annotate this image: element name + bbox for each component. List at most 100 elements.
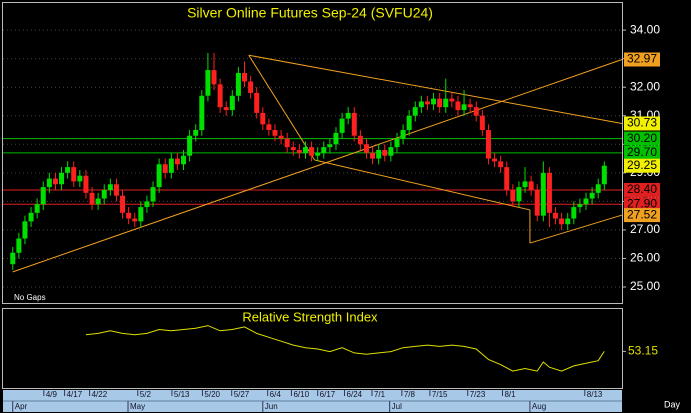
candle-body xyxy=(601,165,607,185)
month-label: Apr xyxy=(15,402,28,411)
x-tick-label: 7/8 xyxy=(404,390,416,399)
candle-body xyxy=(162,164,168,173)
level-label-box xyxy=(624,182,660,197)
y-tick-label: 34.00 xyxy=(630,22,660,36)
candle-body xyxy=(34,204,40,213)
level-label: 30.20 xyxy=(627,131,657,145)
candle-body xyxy=(522,181,528,188)
candle-body xyxy=(272,130,278,136)
x-tick-label: 7/23 xyxy=(470,390,486,399)
x-tick-label: 5/20 xyxy=(204,390,220,399)
candle-body xyxy=(89,192,95,205)
x-tick-label: 4/17 xyxy=(67,390,83,399)
candle-body xyxy=(400,130,406,139)
candle-body xyxy=(40,187,46,205)
candle-body xyxy=(83,175,89,193)
annotation: No Gaps xyxy=(14,293,46,302)
x-tick-label: 4/9 xyxy=(46,390,58,399)
candle-body xyxy=(534,189,540,216)
candle-body xyxy=(546,172,552,213)
candle-body xyxy=(406,115,412,131)
y-tick-label: 26.00 xyxy=(630,251,660,265)
candle-body xyxy=(242,72,248,82)
candle-body xyxy=(217,84,223,108)
candle-body xyxy=(52,178,58,185)
candle-body xyxy=(120,195,126,213)
candle-body xyxy=(229,95,235,111)
trendline-label: 32.97 xyxy=(627,52,657,66)
x-tick-label: 6/4 xyxy=(270,390,282,399)
candle-body xyxy=(16,238,22,253)
candle-body xyxy=(370,152,376,159)
level-label: 27.90 xyxy=(627,196,657,210)
candle-body xyxy=(394,138,400,148)
candle-body xyxy=(260,112,266,125)
candle-body xyxy=(485,130,491,159)
candle-body xyxy=(205,70,211,96)
candle-body xyxy=(388,147,394,156)
candle-body xyxy=(363,144,369,153)
candle-body xyxy=(46,178,52,188)
candle-body xyxy=(565,218,571,225)
level-label-box xyxy=(624,197,660,212)
candle-body xyxy=(266,124,272,131)
month-label: Jul xyxy=(392,402,402,411)
last-price-label-box xyxy=(624,158,660,173)
level-label-box xyxy=(624,145,660,160)
candle-body xyxy=(278,135,284,139)
price-panel xyxy=(2,2,623,304)
y-tick-label: 32.00 xyxy=(630,79,660,93)
rsi-title: Relative Strength Index xyxy=(242,309,378,324)
x-tick-label: 8/13 xyxy=(587,390,603,399)
y-tick-label: 27.00 xyxy=(630,222,660,236)
trendline-label: 30.73 xyxy=(627,116,657,130)
x-tick-label: 6/17 xyxy=(320,390,336,399)
candle-body xyxy=(28,212,34,222)
candle-body xyxy=(443,98,449,108)
candle-body xyxy=(461,104,467,111)
candle-body xyxy=(150,187,156,202)
candle-body xyxy=(156,164,162,188)
candle-body xyxy=(412,107,418,116)
candle-body xyxy=(248,81,254,93)
candle-body xyxy=(498,161,504,168)
x-tick-label: 4/22 xyxy=(92,390,108,399)
x-tick-label: 5/2 xyxy=(140,390,152,399)
candle-body xyxy=(71,167,77,182)
trendline-label: 27.52 xyxy=(627,207,657,221)
candle-body xyxy=(382,150,388,156)
x-tick-label: 5/13 xyxy=(174,390,190,399)
level-label: 29.70 xyxy=(627,145,657,159)
candle-body xyxy=(339,118,345,133)
candle-body xyxy=(101,189,107,199)
candle-body xyxy=(424,101,430,105)
x-tick-label: 6/24 xyxy=(347,390,363,399)
candle-body xyxy=(345,112,351,119)
month-label: Aug xyxy=(532,402,546,411)
candle-body xyxy=(132,218,138,222)
candle-body xyxy=(138,207,144,222)
candle-body xyxy=(187,135,193,156)
trendline xyxy=(12,59,623,273)
candle-body xyxy=(290,147,296,151)
candle-body xyxy=(577,204,583,208)
candle-body xyxy=(516,187,522,202)
x-tick-label: 6/10 xyxy=(293,390,309,399)
x-tick-label: 5/27 xyxy=(234,390,250,399)
candle-body xyxy=(540,172,546,216)
candle-body xyxy=(223,107,229,111)
candle-body xyxy=(193,130,199,136)
candle-body xyxy=(504,167,510,190)
candle-body xyxy=(22,221,28,239)
trendline-label-box xyxy=(624,116,660,131)
candle-body xyxy=(583,198,589,205)
candle-body xyxy=(315,152,321,156)
month-label: May xyxy=(130,402,145,411)
x-tick-label: 8/1 xyxy=(504,390,516,399)
candle-body xyxy=(455,101,461,111)
candle-body xyxy=(302,147,308,153)
candle-body xyxy=(77,175,83,182)
candle-body xyxy=(296,150,302,153)
candle-body xyxy=(199,95,205,131)
